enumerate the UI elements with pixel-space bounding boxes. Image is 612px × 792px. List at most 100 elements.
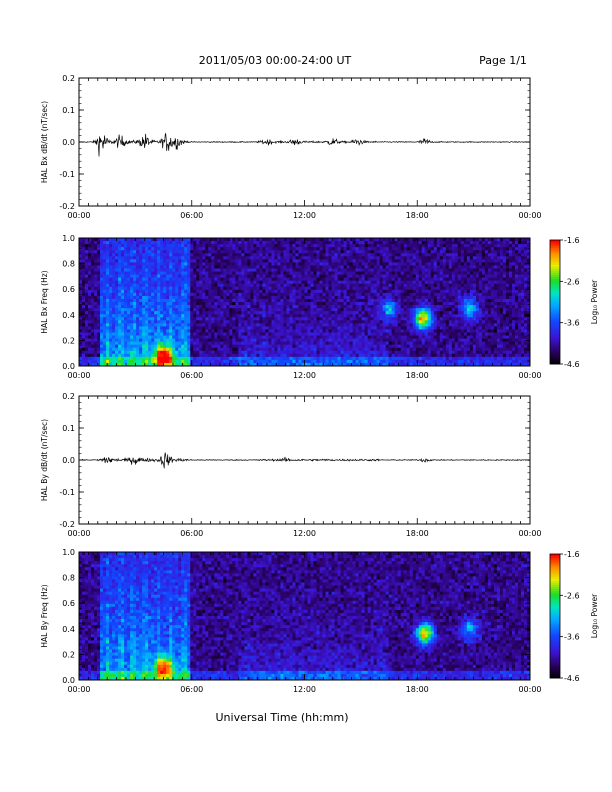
spectrogram-cell — [100, 292, 104, 297]
spectrogram-cell — [115, 302, 119, 306]
spectrogram-cell — [121, 265, 125, 269]
spectrogram-cell — [355, 295, 360, 300]
spectrogram-cell — [241, 292, 245, 297]
spectrogram-cell — [385, 247, 390, 251]
spectrogram-cell — [406, 326, 411, 330]
spectrogram-cell — [202, 274, 206, 279]
spectrogram-cell — [415, 308, 420, 312]
spectrogram-cell — [295, 344, 299, 349]
spectrogram-cell — [85, 256, 89, 260]
spectrogram-cell — [277, 362, 281, 367]
spectrogram-cell — [358, 362, 363, 367]
spectrogram-cell — [196, 335, 200, 339]
spectrogram-cell — [391, 286, 396, 291]
spectrogram-cell — [409, 362, 414, 367]
spectrogram-cell — [280, 253, 284, 257]
spectrogram-cell — [343, 298, 347, 303]
spectrogram-cell — [238, 359, 242, 364]
spectrogram-cell — [241, 241, 245, 245]
spectrogram-cell — [292, 259, 296, 263]
spectrogram-cell — [106, 335, 110, 339]
spectrogram-cell — [238, 280, 242, 285]
spectrogram-cell — [79, 311, 83, 315]
spectrogram-cell — [226, 317, 230, 321]
spectrogram-cell — [328, 244, 332, 248]
spectrogram-cell — [238, 356, 242, 361]
spectrogram-cell — [349, 298, 354, 303]
spectrogram-cell — [355, 329, 360, 333]
spectrogram-cell — [175, 295, 179, 300]
spectrogram-cell — [247, 271, 251, 275]
spectrogram-cell — [130, 362, 134, 367]
spectrogram-cell — [208, 359, 212, 364]
spectrogram-cell — [205, 320, 209, 324]
spectrogram-cell — [262, 259, 266, 263]
spectrogram-cell — [208, 353, 212, 358]
spectrogram-cell — [184, 353, 188, 358]
spectrogram-cell — [91, 253, 95, 257]
spectrogram-cell — [364, 262, 369, 266]
spectrogram-cell — [292, 283, 296, 288]
spectrogram-cell — [379, 341, 384, 346]
spectrogram-cell — [139, 314, 143, 318]
spectrogram-cell — [244, 247, 248, 251]
spectrogram-cell — [130, 271, 134, 275]
spectrogram-cell — [148, 341, 152, 346]
spectrogram-cell — [169, 302, 173, 306]
spectrogram-cell — [388, 329, 393, 333]
spectrogram-cell — [325, 356, 329, 361]
spectrogram-cell — [385, 350, 390, 355]
spectrogram-cell — [118, 323, 122, 327]
spectrogram-cell — [148, 332, 152, 336]
spectrogram-cell — [316, 359, 320, 364]
spectrogram-cell — [214, 317, 218, 321]
spectrogram-cell — [94, 280, 98, 285]
spectrogram-cell — [118, 308, 122, 312]
spectrogram-cell — [214, 341, 218, 346]
spectrogram-cell — [139, 256, 143, 260]
spectrogram-cell — [172, 247, 176, 251]
spectrogram-cell — [103, 323, 107, 327]
spectrogram-cell — [82, 244, 86, 248]
spectrogram-cell — [280, 311, 284, 315]
spectrogram-cell — [316, 311, 320, 315]
spectrogram-cell — [355, 286, 360, 291]
spectrogram-cell — [235, 335, 239, 339]
spectrogram-cell — [259, 247, 263, 251]
spectrogram-cell — [211, 341, 215, 346]
spectrogram-cell — [313, 289, 317, 294]
spectrogram-cell — [232, 359, 236, 364]
spectrogram-cell — [157, 268, 161, 272]
spectrogram-cell — [175, 247, 179, 251]
spectrogram-cell — [355, 241, 360, 245]
spectrogram-cell — [421, 262, 426, 266]
spectrogram-cell — [286, 253, 290, 257]
spectrogram-cell — [79, 271, 83, 275]
spectrogram-cell — [145, 359, 149, 364]
spectrogram-cell — [94, 259, 98, 263]
spectrogram-cell — [253, 362, 257, 367]
spectrogram-cell — [343, 356, 347, 361]
spectrogram-cell — [271, 250, 275, 254]
spectrogram-cell — [331, 298, 335, 303]
spectrogram-cell — [97, 332, 101, 336]
spectrogram-cell — [379, 241, 384, 245]
spectrogram-cell — [166, 298, 170, 303]
spectrogram-cell — [145, 256, 149, 260]
spectrogram-cell — [382, 353, 387, 358]
spectrogram-cell — [295, 356, 299, 361]
spectrogram-cell — [163, 308, 167, 312]
spectrogram-cell — [379, 244, 384, 248]
spectrogram-cell — [133, 238, 137, 242]
spectrogram-cell — [229, 268, 233, 272]
spectrogram-cell — [370, 362, 375, 367]
spectrogram-cell — [343, 311, 347, 315]
spectrogram-cell — [379, 314, 384, 318]
spectrogram-cell — [400, 241, 405, 245]
spectrogram-cell — [388, 289, 393, 294]
spectrogram-cell — [418, 332, 423, 336]
spectrogram-cell — [115, 268, 119, 272]
spectrogram-cell — [328, 295, 332, 300]
spectrogram-cell — [358, 256, 363, 260]
spectrogram-cell — [115, 292, 119, 297]
